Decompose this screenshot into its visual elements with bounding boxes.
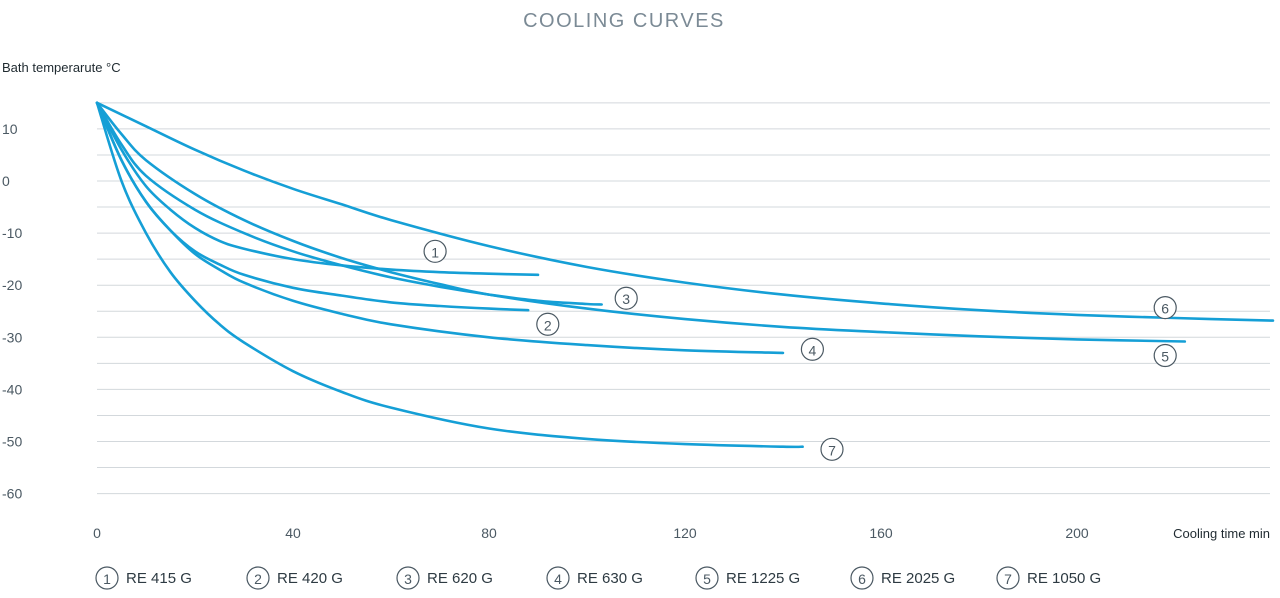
curve-5 [95, 101, 1187, 343]
curve-1 [95, 101, 540, 277]
legend-marker-number: 3 [404, 571, 412, 587]
legend-marker-circle [850, 566, 874, 590]
y-tick-label: 0 [2, 173, 10, 189]
curves [95, 101, 1275, 449]
legend-item-5: 5 RE 1225 G [695, 566, 800, 590]
legend-item-3: 3 RE 620 G [396, 566, 493, 590]
curve-marker-number: 3 [622, 291, 630, 307]
curve-marker-circle [800, 337, 825, 361]
curve-marker-5: 5 [1153, 343, 1177, 368]
legend-marker-circle [246, 566, 270, 590]
legend-label: RE 420 G [277, 570, 343, 587]
legend-marker-circle [996, 566, 1020, 590]
legend-item-7: 7 RE 1050 G [996, 566, 1101, 590]
legend-label: RE 620 G [427, 570, 493, 587]
curve-3 [95, 101, 603, 306]
curve-marker-circle [423, 239, 447, 263]
legend-label: RE 630 G [577, 570, 643, 587]
x-tick-label: 0 [93, 525, 101, 541]
curve-marker-2: 2 [536, 312, 560, 336]
y-tick-labels: 10 0 -10 -20 -30 -40 -50 -60 [2, 121, 22, 502]
x-axis-label: Cooling time min [1173, 526, 1270, 541]
curve-marker-3: 3 [614, 286, 638, 310]
legend-marker-circle [546, 566, 570, 590]
legend-marker-circle [95, 566, 119, 590]
y-tick-label: -30 [2, 329, 22, 345]
curve-marker-7: 7 [820, 437, 844, 461]
legend-label: RE 415 G [126, 570, 192, 587]
y-axis-label: Bath temperarute °C [2, 60, 121, 75]
curve-marker-number: 1 [431, 244, 439, 260]
x-tick-label: 80 [481, 525, 497, 541]
legend-marker-number: 7 [1004, 571, 1012, 587]
y-tick-label: -50 [2, 434, 22, 450]
curve-marker-circle [614, 286, 638, 310]
curve-marker-number: 5 [1161, 349, 1169, 365]
curve-marker-4: 4 [800, 337, 825, 361]
y-tick-label: -60 [2, 486, 22, 502]
legend-item-1: 1 RE 415 G [95, 566, 192, 590]
legend-item-4: 4 RE 630 G [546, 566, 643, 590]
curve-markers: 1 2 3 4 5 6 7 [423, 239, 1177, 461]
chart-title: COOLING CURVES [523, 10, 725, 32]
curve-marker-circle [820, 437, 844, 461]
curve-7 [95, 101, 804, 449]
legend-label: RE 1225 G [726, 570, 800, 587]
curve-marker-number: 6 [1161, 301, 1169, 317]
legend-marker-number: 5 [703, 571, 711, 587]
legend-marker-number: 1 [103, 571, 111, 587]
legend-marker-number: 2 [254, 571, 262, 587]
curve-marker-circle [536, 312, 560, 336]
curve-marker-circle [1153, 296, 1177, 320]
curve-4 [95, 101, 785, 355]
legend-marker-number: 6 [858, 571, 866, 587]
legend-item-2: 2 RE 420 G [246, 566, 343, 590]
legend-label: RE 2025 G [881, 570, 955, 587]
curve-marker-6: 6 [1153, 296, 1177, 320]
x-tick-label: 40 [285, 525, 301, 541]
x-tick-label: 160 [869, 525, 893, 541]
curve-marker-number: 2 [544, 317, 552, 333]
y-tick-label: -40 [2, 381, 22, 397]
curve-marker-number: 7 [828, 442, 836, 458]
legend-item-6: 6 RE 2025 G [850, 566, 955, 590]
legend-marker-circle [695, 566, 719, 590]
y-tick-label: -20 [2, 277, 22, 293]
x-tick-labels: 0 40 80 120 160 200 [93, 525, 1089, 541]
legend-marker-number: 4 [554, 571, 562, 587]
legend: 1 RE 415 G 2 RE 420 G 3 RE 620 G 4 RE 630 G 5 RE … [95, 566, 1101, 590]
legend-marker-circle [396, 566, 420, 590]
curve-marker-1: 1 [423, 239, 447, 263]
legend-label: RE 1050 G [1027, 570, 1101, 587]
y-tick-label: -10 [2, 225, 22, 241]
curve-6 [95, 101, 1275, 322]
gridlines [97, 102, 1270, 495]
x-tick-label: 200 [1065, 525, 1089, 541]
x-tick-label: 120 [673, 525, 697, 541]
curve-marker-circle [1153, 343, 1177, 368]
y-tick-label: 10 [2, 121, 18, 137]
curve-marker-number: 4 [809, 342, 817, 358]
